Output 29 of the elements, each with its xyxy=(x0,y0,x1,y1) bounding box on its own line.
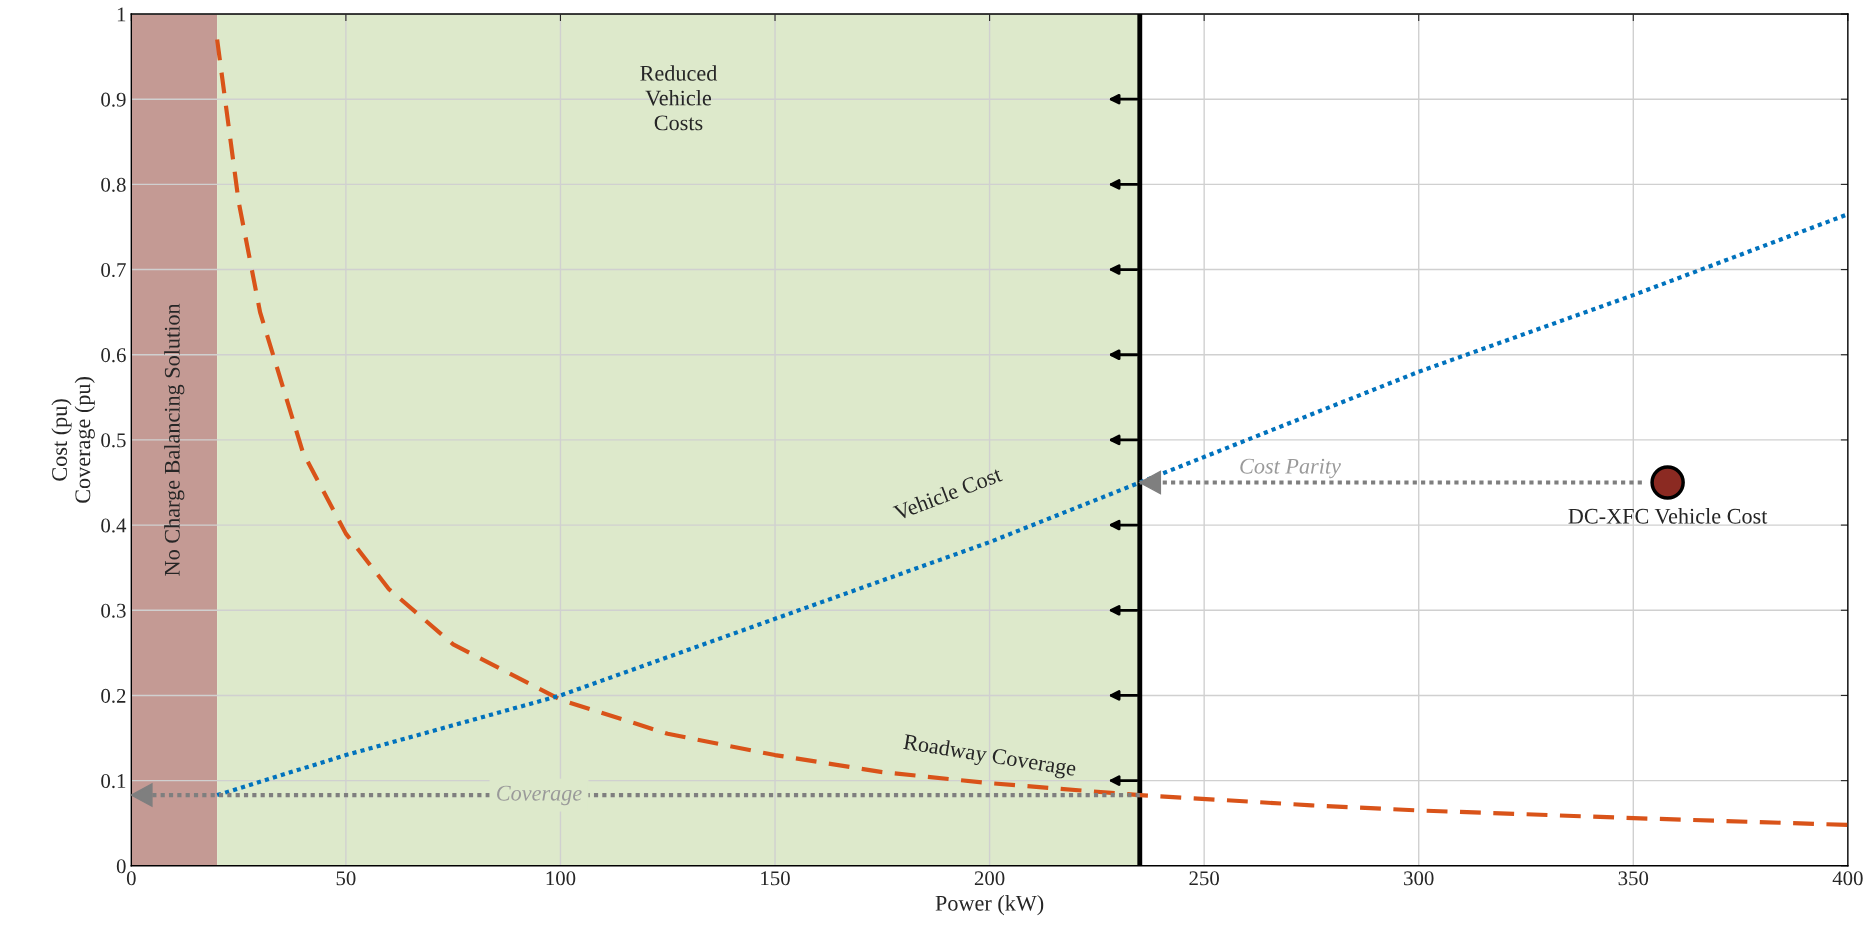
line-series xyxy=(215,37,1848,828)
band-label: Reduced Vehicle Costs xyxy=(640,65,718,131)
y-axis-title: Cost (pu) Coverage (pu) xyxy=(51,377,95,503)
x-tick-label: 100 xyxy=(546,871,576,886)
y-tick-label: 0.7 xyxy=(101,262,126,278)
annotation: Vehicle Cost xyxy=(892,465,1004,521)
y-tick-label: 0.1 xyxy=(101,774,126,789)
y-tick-label: 0 xyxy=(116,859,126,874)
x-tick-label: 250 xyxy=(1189,871,1219,886)
y-tick-label: 0.2 xyxy=(101,688,126,703)
y-tick-label: 0.5 xyxy=(101,433,126,448)
y-tick-label: 1 xyxy=(117,7,126,22)
annotation: DC-XFC Vehicle Cost xyxy=(1568,508,1768,524)
x-tick-label: 150 xyxy=(761,871,790,886)
x-tick-label: 200 xyxy=(974,871,1005,886)
y-tick-label: 0.8 xyxy=(101,177,126,192)
y-tick-label: 0.4 xyxy=(101,518,127,533)
annotation: Roadway Coverage xyxy=(902,733,1077,781)
x-tick-label: 350 xyxy=(1618,871,1649,886)
y-tick-label: 0.6 xyxy=(101,348,126,363)
x-tick-label: 300 xyxy=(1404,871,1434,886)
x-tick-label: 400 xyxy=(1832,871,1863,886)
x-tick-label: 50 xyxy=(336,871,356,886)
annotation: Coverage xyxy=(497,785,582,806)
x-axis-title: Power (kW) xyxy=(935,895,1044,916)
y-tick-label: 0.3 xyxy=(101,603,126,618)
y-tick-label: 0.9 xyxy=(101,92,126,107)
annotation: Cost Parity xyxy=(1240,458,1341,479)
band-label: No Charge Balancing Solution xyxy=(164,303,185,576)
